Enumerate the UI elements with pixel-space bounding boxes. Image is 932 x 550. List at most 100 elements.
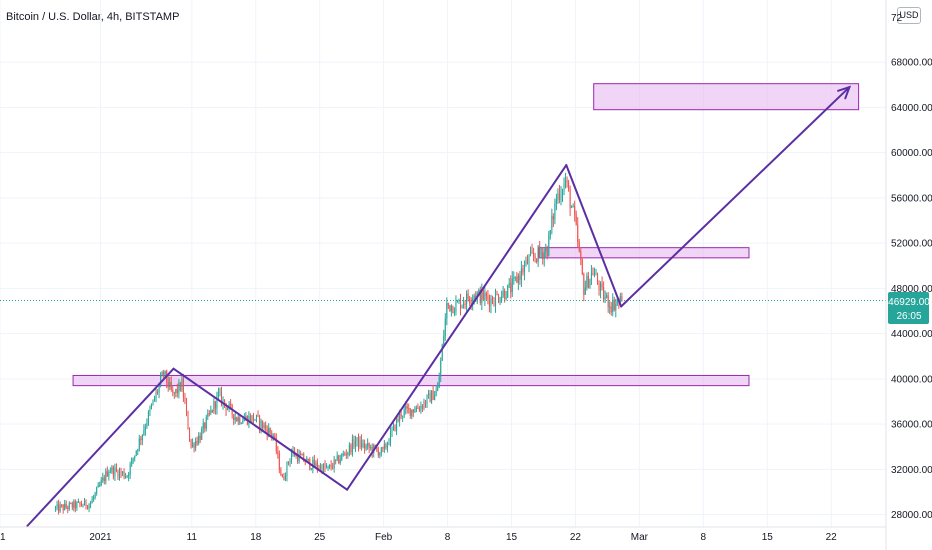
candle-body: [319, 465, 321, 469]
candle-body: [417, 407, 419, 409]
candle-body: [122, 471, 124, 474]
candle-body: [339, 459, 341, 463]
candle-body: [545, 247, 547, 252]
candle-body: [283, 477, 285, 480]
candle-body: [147, 411, 149, 423]
candle-body: [590, 272, 592, 280]
candle-body: [423, 401, 425, 409]
candle-body: [163, 372, 165, 375]
candle-body: [411, 409, 413, 416]
candle-body: [236, 417, 238, 422]
candle-body: [77, 501, 79, 503]
candle-body: [71, 503, 73, 508]
candle-body: [565, 180, 567, 183]
currency-button[interactable]: USD: [897, 7, 921, 24]
candle-body: [304, 461, 306, 463]
candle-body: [326, 467, 328, 469]
candle-body: [204, 423, 206, 429]
y-tick-label: 36000.00: [891, 420, 932, 431]
x-tick-label: 25: [314, 532, 326, 543]
candle-body: [123, 471, 125, 477]
candle-body: [496, 293, 498, 296]
candle-body: [182, 379, 184, 398]
candle-body: [389, 431, 392, 444]
candle-body: [310, 468, 312, 470]
candle-body: [278, 453, 280, 470]
candle-body: [402, 415, 404, 417]
candle-body: [80, 504, 82, 506]
candle-body: [558, 193, 560, 201]
candle-body: [277, 451, 279, 454]
x-tick-label: 8: [445, 532, 451, 543]
candle-body: [227, 408, 229, 410]
candle-body: [132, 458, 134, 460]
candle-body: [239, 417, 241, 424]
candle-body: [260, 420, 262, 428]
zone-rect: [538, 247, 750, 259]
candle-body: [327, 466, 329, 468]
candle-body: [242, 421, 244, 424]
candle-body: [149, 408, 151, 412]
candle-body: [414, 411, 416, 413]
candle-body: [188, 429, 191, 440]
candle-body: [606, 295, 608, 298]
y-tick-label: 48000.00: [891, 284, 932, 295]
candle-body: [359, 439, 361, 448]
candle-body: [418, 408, 420, 411]
candle-body: [487, 295, 489, 300]
candle-body: [321, 465, 323, 473]
candle-body: [254, 419, 256, 421]
candle-body: [437, 387, 439, 391]
candle-body: [307, 458, 309, 460]
candle-body: [603, 287, 605, 300]
candle-body: [322, 464, 325, 473]
candle-body: [610, 306, 612, 313]
candle-body: [228, 403, 230, 409]
candle-body: [157, 391, 159, 393]
candle-body: [361, 439, 363, 448]
candle-body: [208, 413, 210, 415]
candle-body: [428, 393, 430, 396]
trend-line: [620, 86, 851, 308]
candle-body: [601, 283, 603, 288]
candle-body: [560, 194, 562, 201]
last-price-box: [888, 292, 929, 324]
trend-line: [565, 164, 623, 308]
candle-body: [467, 293, 469, 300]
candle-body: [519, 275, 521, 280]
candle-body: [607, 295, 609, 308]
candle-body: [167, 382, 169, 388]
candle-body: [577, 224, 579, 243]
candle-body: [184, 397, 186, 403]
candle-body: [88, 504, 90, 509]
x-tick-label: Mar: [631, 532, 649, 543]
candle-body: [175, 388, 177, 394]
candle-body: [554, 203, 556, 220]
y-tick-label: 40000.00: [891, 374, 932, 385]
candle-body: [350, 444, 352, 453]
candle-body: [102, 477, 104, 481]
candle-body: [100, 480, 102, 485]
candle-body: [429, 393, 431, 403]
candle-body: [94, 493, 96, 498]
candle-body: [563, 182, 565, 193]
last-price-label: 46929.00 26:05: [888, 292, 930, 324]
candle-body: [300, 453, 302, 456]
candle-body: [344, 453, 346, 455]
candle-body: [399, 413, 401, 421]
candle-body: [210, 409, 212, 414]
candle-body: [368, 443, 370, 448]
candle-body: [397, 419, 399, 421]
candle-body: [225, 403, 227, 410]
candle-body: [596, 274, 599, 284]
candle-body: [329, 464, 331, 467]
candle-body: [341, 454, 343, 460]
candle-body: [571, 207, 573, 209]
candle-body: [434, 395, 436, 400]
candle-body: [379, 452, 381, 456]
candle-body: [552, 216, 554, 220]
candle-body: [409, 408, 411, 416]
candle-body: [185, 402, 188, 412]
y-tick-label: 56000.00: [891, 193, 932, 204]
